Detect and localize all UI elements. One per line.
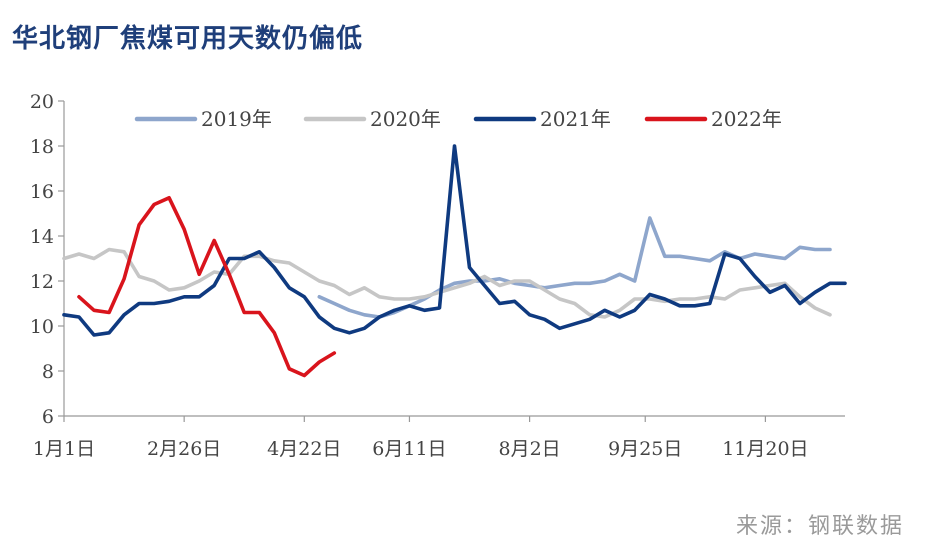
- chart-title: 华北钢厂焦煤可用天数仍偏低: [12, 24, 364, 54]
- x-tick-label: 8月2日: [499, 438, 561, 460]
- x-tick-label: 1月1日: [33, 438, 95, 460]
- legend-label-3: 2022年: [711, 107, 782, 131]
- x-tick-label: 4月22日: [267, 438, 341, 460]
- series-line-3: [77, 196, 337, 378]
- axes: 6 8 10 12 14 16 18 20 1月1日 2月26日 4月22日 6月11日 8月2日 9月2…: [30, 91, 845, 460]
- x-tick-label: 6月11日: [372, 438, 446, 460]
- y-tick-label: 10: [30, 316, 54, 338]
- series-layer: [62, 144, 847, 378]
- y-tick-label: 14: [30, 226, 54, 248]
- legend: 2019年 2020年 2021年 2022年: [134, 107, 782, 131]
- y-tick-label: 18: [30, 136, 54, 158]
- y-tick-label: 6: [42, 406, 54, 428]
- source-note: 来源：钢联数据: [735, 514, 904, 539]
- series-line-2: [62, 144, 847, 337]
- y-tick-label: 16: [30, 181, 54, 203]
- y-tick-label: 8: [42, 361, 54, 383]
- x-tick-label: 9月25日: [608, 438, 682, 460]
- y-tick-label: 12: [30, 271, 54, 293]
- legend-label-1: 2020年: [370, 107, 441, 131]
- y-tick-label: 20: [30, 91, 54, 113]
- series-line-1: [62, 247, 832, 319]
- x-tick-label: 2月26日: [147, 438, 221, 460]
- legend-label-2: 2021年: [540, 107, 611, 131]
- x-tick-label: 11月20日: [722, 438, 808, 460]
- legend-label-0: 2019年: [201, 107, 272, 131]
